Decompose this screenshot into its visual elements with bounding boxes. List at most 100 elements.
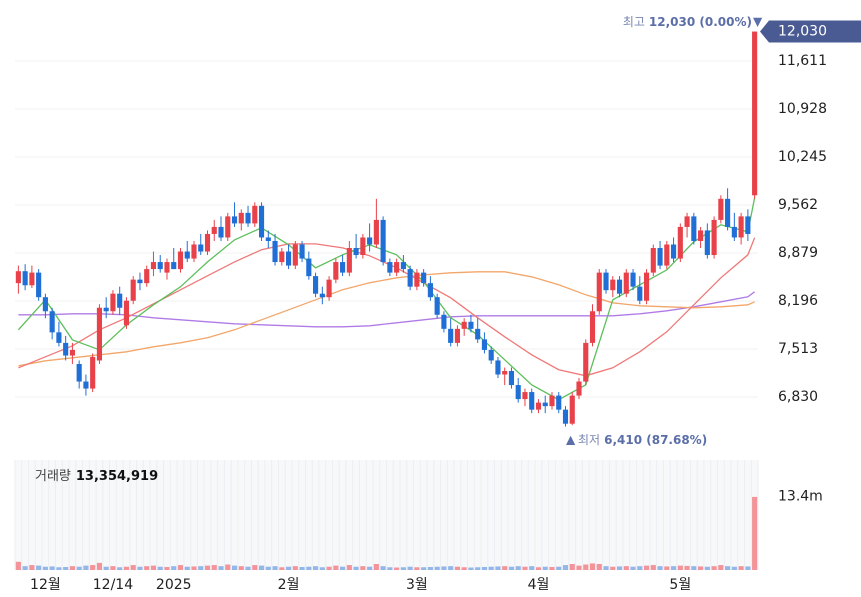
volume-bar [684,565,690,570]
candle-body [637,286,643,301]
candle-body [29,272,35,286]
candle-body [63,342,69,356]
volume-bar [650,565,656,570]
volume-bar [258,565,265,570]
volume-bar [610,566,616,570]
candle-body [150,262,157,270]
volume-bar [691,566,697,570]
candle-body [731,226,737,238]
candle-body [677,226,683,259]
candle-body [610,279,616,291]
volume-bar [22,566,28,570]
x-tick-label: 5월 [669,577,691,593]
volume-bar [96,562,102,570]
volume-bar [623,566,629,570]
candle-body [164,262,170,273]
volume-bar [475,567,481,570]
volume-bar [738,566,744,570]
candle-body [745,216,751,234]
candle-body [529,392,535,410]
candle-body [414,272,420,287]
candle-body [671,244,677,259]
volume-bar [252,565,258,570]
volume-bar [698,566,704,570]
candle-body [562,409,569,424]
volume-bar [191,566,197,570]
y-tick-label: 10,245 [778,149,827,165]
candle-body [664,244,670,266]
candle-body [475,328,481,340]
candle-body [198,244,204,252]
y-tick-label: 13.4m [778,489,823,505]
candle-body [488,349,494,361]
volume-bar [583,564,589,570]
volume-bar [306,566,312,570]
candle-body [171,262,177,270]
candle-body [83,381,89,389]
candle-body [596,272,602,312]
candle-body [279,251,285,263]
candle-body [400,262,406,270]
x-tick-label: 2025 [156,577,192,593]
candle-body [576,381,582,396]
volume-bar [211,565,217,570]
candle-body [495,360,501,375]
volume-bar [231,565,238,570]
candle-body [684,216,690,227]
candle-body [96,307,102,361]
volume-bar [616,566,623,570]
volume-bar [677,565,683,570]
candle-body [117,293,123,308]
volume-bar [292,566,298,570]
candle-body [556,395,562,410]
candle-body [698,230,704,241]
volume-bar [340,566,346,570]
volume-bar [745,566,751,570]
candle-body [394,262,400,273]
candle-body [515,385,521,400]
volume-bar [373,563,379,570]
volume-bar [36,565,42,570]
candle-body [380,219,386,263]
candle-body [184,251,190,259]
volume-bar [718,565,724,570]
candle-body [508,370,515,386]
volume-bar [245,566,251,570]
candle-body [56,332,62,343]
volume-bar [299,566,305,570]
candle-body [448,328,454,343]
candle-body [711,219,717,256]
volume-bar [488,566,494,570]
candle-body [522,392,528,400]
candle-body [718,198,724,220]
candle-body [461,321,467,329]
candle-body [630,272,636,287]
candle-body [204,233,211,252]
candle-body [589,311,596,343]
candle-body [353,248,359,256]
volume-bar [42,566,48,570]
volume-bar [56,567,62,570]
candle-body [22,271,28,286]
volume-bar [448,566,454,570]
candle-body [360,237,366,256]
candle-body [299,244,305,259]
volume-bar [468,567,474,570]
volume-bar [137,566,143,570]
candle-body [603,272,609,291]
candle-body [752,31,758,196]
volume-bar [752,496,758,570]
y-tick-label: 11,611 [778,53,827,69]
volume-bar [400,567,406,570]
volume-bar [414,567,420,570]
candle-body [110,293,116,312]
volume-bar [272,566,278,570]
candle-body [657,248,663,266]
volume-bar [184,566,190,570]
candle-body [427,283,433,298]
volume-bar [637,566,643,570]
volume-bar [265,566,271,570]
volume-bar [535,567,542,570]
y-tick-label: 8,196 [778,293,818,309]
